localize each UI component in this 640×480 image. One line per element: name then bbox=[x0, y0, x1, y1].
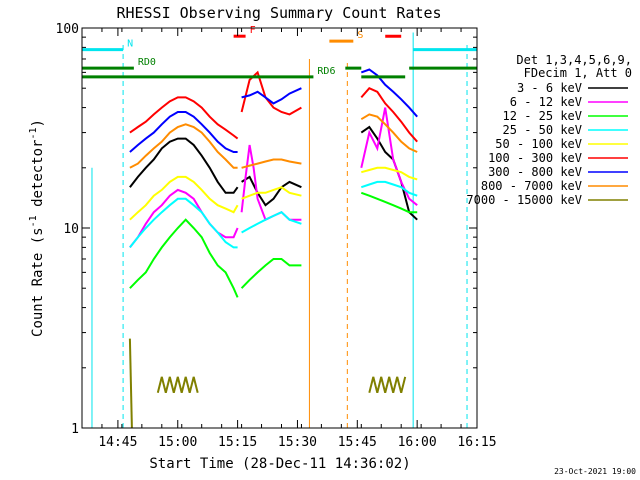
chart-title: RHESSI Observing Summary Count Rates bbox=[116, 4, 441, 22]
series-line-4-segment-1 bbox=[241, 186, 302, 200]
y-axis-label-sup-2: -1 bbox=[28, 127, 39, 139]
x-axis-label: Start Time (28-Dec-11 14:36:02) bbox=[149, 456, 410, 472]
plot-content: N RD0 RD6 F S bbox=[82, 25, 477, 429]
series-line-4-segment-2 bbox=[361, 166, 418, 181]
plot-frame bbox=[81, 27, 478, 429]
legend: Det 1,3,4,5,6,9, FDecim 1, Att 0 3 - 6 k… bbox=[466, 53, 632, 207]
series-line-5-segment-2 bbox=[360, 86, 418, 143]
legend-label-7: 800 - 7000 keV bbox=[481, 179, 582, 193]
x-tick-label-4: 15:45 bbox=[338, 435, 377, 450]
series-line-7-segment-2 bbox=[360, 113, 418, 153]
y-axis-label: Count Rate (s-1 detector-1) bbox=[28, 119, 46, 337]
series-line-3-segment-0 bbox=[129, 197, 238, 249]
series-line-0-segment-2 bbox=[360, 125, 418, 221]
y-axis-label-end: ) bbox=[30, 119, 46, 127]
series-line-3-segment-2 bbox=[360, 180, 418, 197]
series-line-0-segment-1 bbox=[241, 175, 302, 207]
marker-label-s: S bbox=[357, 30, 363, 41]
y-tick-label-2: 100 bbox=[56, 22, 79, 37]
series-line-6-segment-2 bbox=[360, 68, 418, 118]
series-line-1-segment-2 bbox=[360, 107, 418, 206]
x-tick-label-2: 15:15 bbox=[218, 435, 257, 450]
series-line-6-segment-0 bbox=[129, 111, 238, 153]
series-line-8-segment-1 bbox=[156, 376, 199, 394]
legend-header-line-2: FDecim 1, Att 0 bbox=[524, 66, 632, 80]
legend-label-6: 300 - 800 keV bbox=[488, 165, 582, 179]
x-tick-label-0: 14:45 bbox=[98, 435, 137, 450]
series-line-2-segment-1 bbox=[240, 258, 302, 289]
series-line-5-segment-1 bbox=[240, 70, 302, 116]
legend-label-0: 3 - 6 keV bbox=[517, 81, 582, 95]
legend-label-5: 100 - 300 keV bbox=[488, 151, 582, 165]
legend-header-line-1: Det 1,3,4,5,6,9, bbox=[516, 53, 632, 67]
series-line-7-segment-0 bbox=[129, 123, 238, 169]
y-axis-label-sup: -1 bbox=[28, 215, 39, 227]
marker-label-rd6: RD6 bbox=[317, 66, 335, 77]
series-line-2-segment-0 bbox=[129, 218, 239, 298]
series-line-2-segment-2 bbox=[360, 191, 418, 214]
y-axis-ticks: 1 10 100 bbox=[56, 22, 477, 437]
x-axis-ticks: 14:45 15:00 15:15 15:30 15:45 16:00 16:15 bbox=[81, 28, 497, 450]
series-line-8-segment-0 bbox=[128, 338, 133, 429]
y-axis-label-main: Count Rate (s bbox=[30, 227, 46, 337]
series-line-1-segment-0 bbox=[129, 188, 239, 249]
series-line-3-segment-1 bbox=[241, 211, 302, 234]
x-tick-label-6: 16:15 bbox=[457, 435, 496, 450]
series-line-6-segment-1 bbox=[241, 87, 302, 105]
marker-label-rd0: RD0 bbox=[138, 57, 156, 68]
legend-label-4: 50 - 100 keV bbox=[495, 137, 582, 151]
y-tick-label-1: 10 bbox=[63, 222, 79, 237]
y-axis-label-tail: detector bbox=[30, 140, 46, 216]
x-tick-label-5: 16:00 bbox=[398, 435, 437, 450]
series-line-8-segment-2 bbox=[368, 376, 407, 394]
x-tick-label-3: 15:30 bbox=[278, 435, 317, 450]
footer-date: 23-Oct-2021 19:00 bbox=[554, 467, 636, 476]
legend-label-1: 6 - 12 keV bbox=[510, 95, 582, 109]
marker-label-n: N bbox=[127, 39, 133, 50]
y-tick-label-0: 1 bbox=[71, 422, 79, 437]
series-line-4-segment-0 bbox=[129, 175, 239, 221]
legend-label-8: 7000 - 15000 keV bbox=[466, 193, 582, 207]
x-tick-label-1: 15:00 bbox=[158, 435, 197, 450]
series-line-5-segment-0 bbox=[129, 96, 239, 140]
legend-label-2: 12 - 25 keV bbox=[503, 109, 582, 123]
legend-label-3: 25 - 50 keV bbox=[503, 123, 582, 137]
series-line-0-segment-0 bbox=[129, 137, 239, 194]
marker-label-f: F bbox=[250, 25, 256, 36]
series-line-7-segment-1 bbox=[241, 158, 302, 169]
